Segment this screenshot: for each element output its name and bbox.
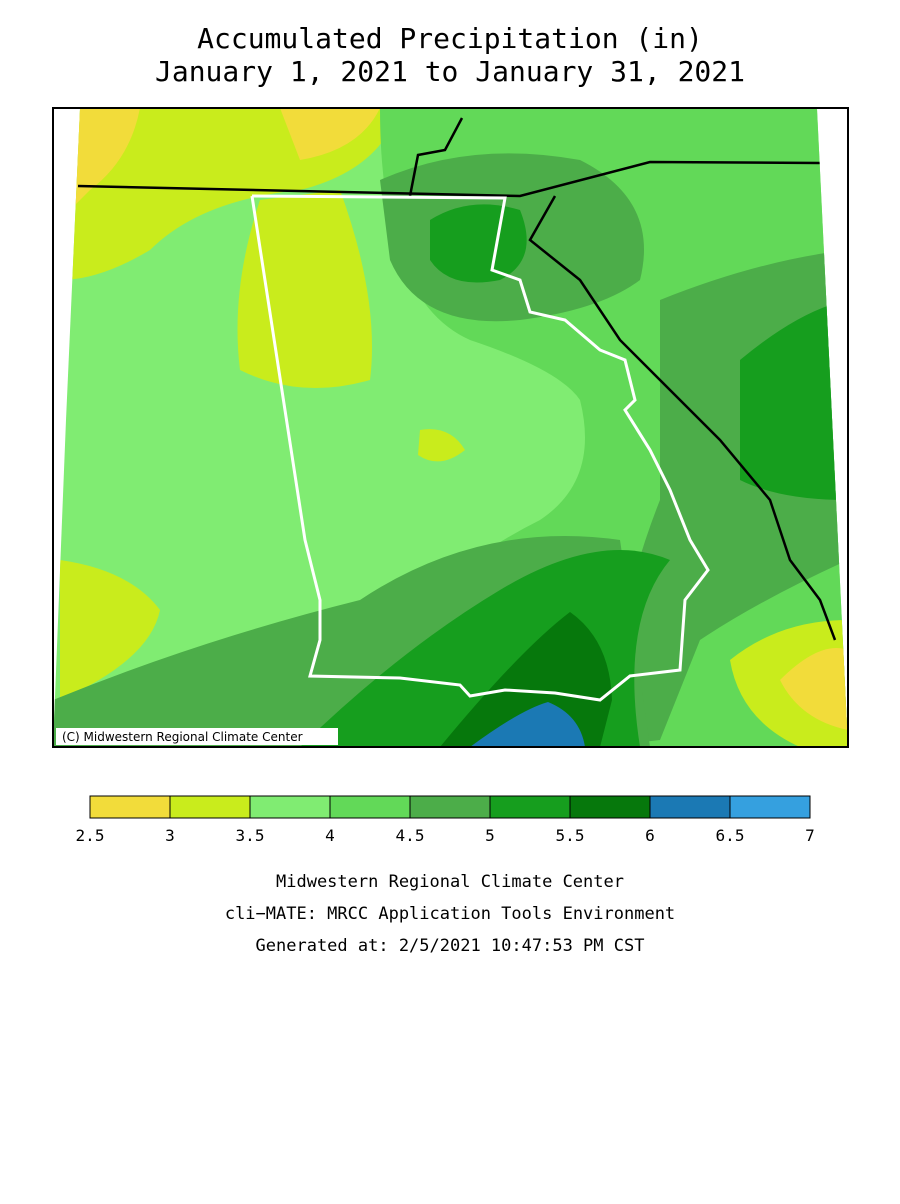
footer-line: Midwestern Regional Climate Center: [276, 872, 624, 892]
legend-tick-label: 2.5: [76, 826, 105, 845]
legend-tick-label: 5.5: [556, 826, 585, 845]
legend-swatch: [729, 795, 811, 819]
legend-swatch: [249, 795, 331, 819]
subtitle: January 1, 2021 to January 31, 2021: [155, 55, 745, 88]
legend-swatch: [649, 795, 731, 819]
legend-tick-label: 4.5: [396, 826, 425, 845]
legend-tick-label: 3: [165, 826, 175, 845]
legend: 2.5 3 3.5 4 4.5 5 5.5 6 6.5 7: [76, 795, 815, 845]
legend-swatch: [89, 795, 171, 819]
legend-tick-label: 3.5: [236, 826, 265, 845]
legend-swatch: [409, 795, 491, 819]
map: [53, 109, 848, 747]
legend-tick-label: 4: [325, 826, 335, 845]
legend-swatch: [169, 795, 251, 819]
footer-line: Generated at: 2/5/2021 10:47:53 PM CST: [256, 936, 645, 956]
map-frame: [52, 107, 849, 748]
legend-swatch: [489, 795, 571, 819]
legend-tick-label: 6: [645, 826, 655, 845]
legend-tick-label: 7: [805, 826, 815, 845]
copyright: (C) Midwestern Regional Climate Center: [62, 730, 303, 744]
legend-swatch: [569, 795, 651, 819]
legend-tick-label: 6.5: [716, 826, 745, 845]
legend-tick-label: 5: [485, 826, 495, 845]
legend-swatch: [329, 795, 411, 819]
copyright-box: [56, 728, 338, 745]
footer-line: cli−MATE: MRCC Application Tools Environ…: [225, 904, 675, 924]
title: Accumulated Precipitation (in): [197, 22, 703, 55]
